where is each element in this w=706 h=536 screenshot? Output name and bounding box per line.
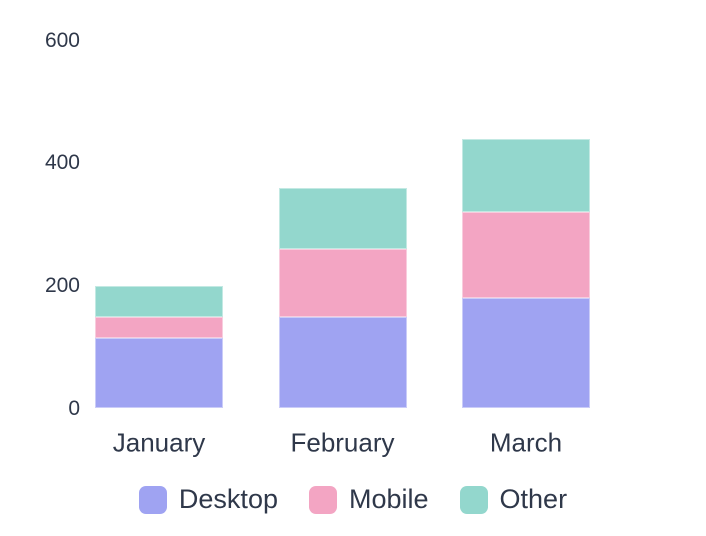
legend-swatch-other <box>459 485 488 514</box>
legend-label-other: Other <box>499 484 568 514</box>
x-axis-label-march: March <box>489 427 563 458</box>
legend-item-desktop[interactable]: Desktop <box>138 484 278 515</box>
x-axis-label-january: January <box>112 427 206 458</box>
y-axis-tick-label: 600 <box>44 28 80 52</box>
bar-segment-mobile-january[interactable] <box>95 316 223 338</box>
bar-segment-other-march[interactable] <box>462 138 590 213</box>
x-axis-label-february: February <box>290 427 395 458</box>
legend-label-mobile: Mobile <box>348 484 429 514</box>
chart-legend: Desktop Mobile Other <box>0 484 706 515</box>
legend-swatch-desktop <box>138 485 167 514</box>
y-axis-tick-label: 0 <box>68 396 80 420</box>
bar-segment-mobile-march[interactable] <box>462 212 590 299</box>
bar-segment-desktop-february[interactable] <box>278 316 407 409</box>
y-axis-tick-label: 200 <box>44 273 80 297</box>
legend-item-other[interactable]: Other <box>459 484 568 515</box>
bar-segment-mobile-february[interactable] <box>278 249 407 317</box>
legend-label-desktop: Desktop <box>178 484 278 514</box>
legend-item-mobile[interactable]: Mobile <box>308 484 429 515</box>
y-axis-tick-label: 400 <box>44 151 80 175</box>
bar-segment-desktop-march[interactable] <box>462 298 590 409</box>
bar-segment-other-february[interactable] <box>278 187 407 250</box>
legend-swatch-mobile <box>308 485 337 514</box>
bar-segment-desktop-january[interactable] <box>95 338 223 409</box>
bar-segment-other-january[interactable] <box>95 285 223 317</box>
